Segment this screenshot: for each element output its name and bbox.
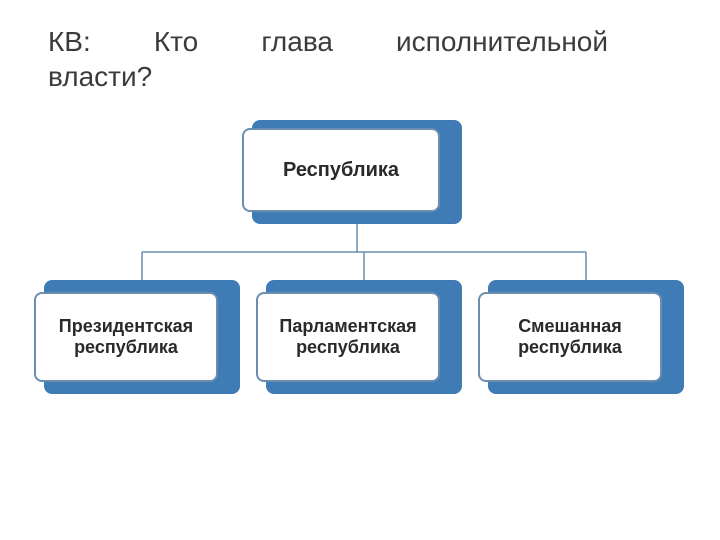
child-node-1-front: Парламентская республика — [256, 292, 440, 382]
child-node-2-front: Смешанная республика — [478, 292, 662, 382]
slide: КВ: Кто глава исполнительной власти? Рес… — [0, 0, 720, 540]
child-node-0-label: Президентская республика — [42, 316, 210, 357]
child-node-0-front: Президентская республика — [34, 292, 218, 382]
child-node-1-label: Парламентская республика — [264, 316, 432, 357]
root-node-front: Республика — [242, 128, 440, 212]
root-node-label: Республика — [283, 159, 399, 182]
connector-lines — [0, 0, 720, 540]
child-node-2-label: Смешанная республика — [486, 316, 654, 357]
